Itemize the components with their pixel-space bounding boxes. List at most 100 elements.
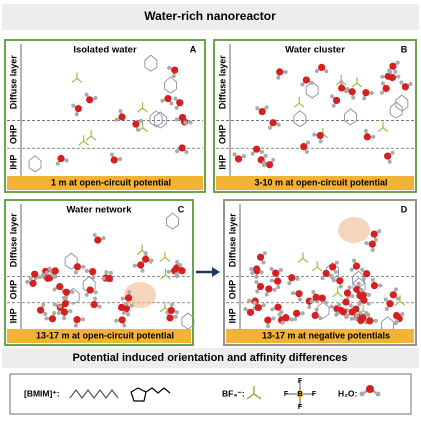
oxygen <box>73 315 81 324</box>
oxygen <box>178 267 186 275</box>
oxygen <box>336 277 344 285</box>
bmim-ion <box>344 108 358 126</box>
bmim-ion <box>181 312 195 330</box>
oxygen <box>234 155 243 163</box>
hydrogen <box>361 276 366 281</box>
panel-letter: D <box>401 204 408 214</box>
hydrogen <box>334 260 339 265</box>
hydrogen <box>269 266 274 271</box>
hydrogen <box>254 280 259 285</box>
hydrogen <box>312 132 317 137</box>
legend-bmim: [BMIM]⁺: <box>24 388 60 398</box>
hydrogen <box>347 285 352 290</box>
electrode <box>216 176 414 190</box>
oxygen <box>311 311 319 320</box>
hydrogen <box>367 292 372 297</box>
hydrogen <box>92 296 97 301</box>
hydrogen <box>276 75 281 80</box>
oxygen <box>29 279 37 287</box>
hydrogen <box>101 236 106 241</box>
hydrogen <box>108 270 113 275</box>
hydrogen <box>338 284 343 289</box>
oxygen <box>137 261 145 269</box>
title-bar <box>2 4 419 30</box>
panel-title: Water network <box>66 205 132 216</box>
hydrogen <box>52 302 57 307</box>
hydrogen <box>393 287 398 292</box>
hydrogen <box>255 289 260 294</box>
hydrogen <box>247 298 252 303</box>
hydrogen <box>178 263 183 268</box>
hydrogen <box>52 274 57 279</box>
oxygen <box>370 230 378 238</box>
oxygen <box>293 309 301 317</box>
hydrogen <box>56 311 61 316</box>
oxygen <box>44 274 52 282</box>
hydrogen <box>304 149 309 154</box>
hydrogen <box>300 82 305 87</box>
hydrogen <box>169 302 174 307</box>
oxygen <box>332 96 341 105</box>
bf4-ion <box>351 77 363 88</box>
oxygen <box>265 285 273 293</box>
hydrogen <box>320 276 325 281</box>
bf4-ion <box>297 252 309 263</box>
hydrogen <box>52 287 57 292</box>
hydrogen <box>74 112 79 117</box>
title: Water-rich nanoreactor <box>144 9 276 23</box>
hydrogen <box>174 271 179 276</box>
hydrogen <box>383 297 388 302</box>
oxygen <box>256 253 265 261</box>
oxygen <box>90 300 98 309</box>
oxygen <box>348 308 356 316</box>
hydrogen <box>379 90 384 95</box>
hydrogen <box>394 319 399 324</box>
hydrogen <box>408 81 413 86</box>
oxygen <box>363 133 371 141</box>
panel-footer: 13-17 m at negative potentials <box>262 330 390 340</box>
hydrogen <box>25 279 30 284</box>
hydrogen <box>314 69 319 74</box>
hydrogen <box>377 229 382 234</box>
hydrogen <box>344 89 349 94</box>
hydrogen <box>262 251 267 256</box>
oxygen <box>51 267 59 275</box>
subtitle-bar <box>2 348 419 368</box>
hydrogen <box>114 318 119 323</box>
hydrogen <box>287 281 292 286</box>
panels: Diffuse layer OHP IHP 1 m at open-circuit p… <box>4 39 417 346</box>
oxygen <box>288 274 296 282</box>
hydrogen <box>351 258 356 263</box>
oxygen <box>86 286 94 294</box>
hydrogen <box>271 157 276 162</box>
oxygen <box>343 289 352 297</box>
subtitle: Potential induced orientation and affini… <box>72 352 347 364</box>
oxygen <box>353 285 361 294</box>
hydrogen <box>166 269 171 274</box>
hydrogen <box>307 305 312 310</box>
electrode <box>7 329 191 343</box>
hydrogen <box>363 129 368 134</box>
hydrogen <box>184 150 189 155</box>
bmim-ion <box>66 287 80 305</box>
hydrogen <box>129 303 134 308</box>
oxygen <box>61 300 69 308</box>
layer-label: IHP <box>227 308 237 323</box>
hydrogen <box>356 281 361 286</box>
hydrogen <box>91 275 96 280</box>
hydrogen <box>41 302 46 307</box>
hydrogen <box>135 127 140 132</box>
hydrogen <box>399 80 404 85</box>
hydrogen <box>80 317 85 322</box>
oxygen <box>370 282 379 290</box>
layer-label: IHP <box>8 155 18 170</box>
hydrogen <box>267 125 272 130</box>
hydrogen <box>28 276 33 281</box>
hydrogen <box>43 311 48 316</box>
bmim-ion <box>144 54 158 72</box>
hydrogen <box>349 316 354 321</box>
oxygen <box>178 144 186 152</box>
bmim-ion <box>164 76 178 94</box>
hydrogen <box>188 120 193 125</box>
hydrogen <box>279 310 284 315</box>
